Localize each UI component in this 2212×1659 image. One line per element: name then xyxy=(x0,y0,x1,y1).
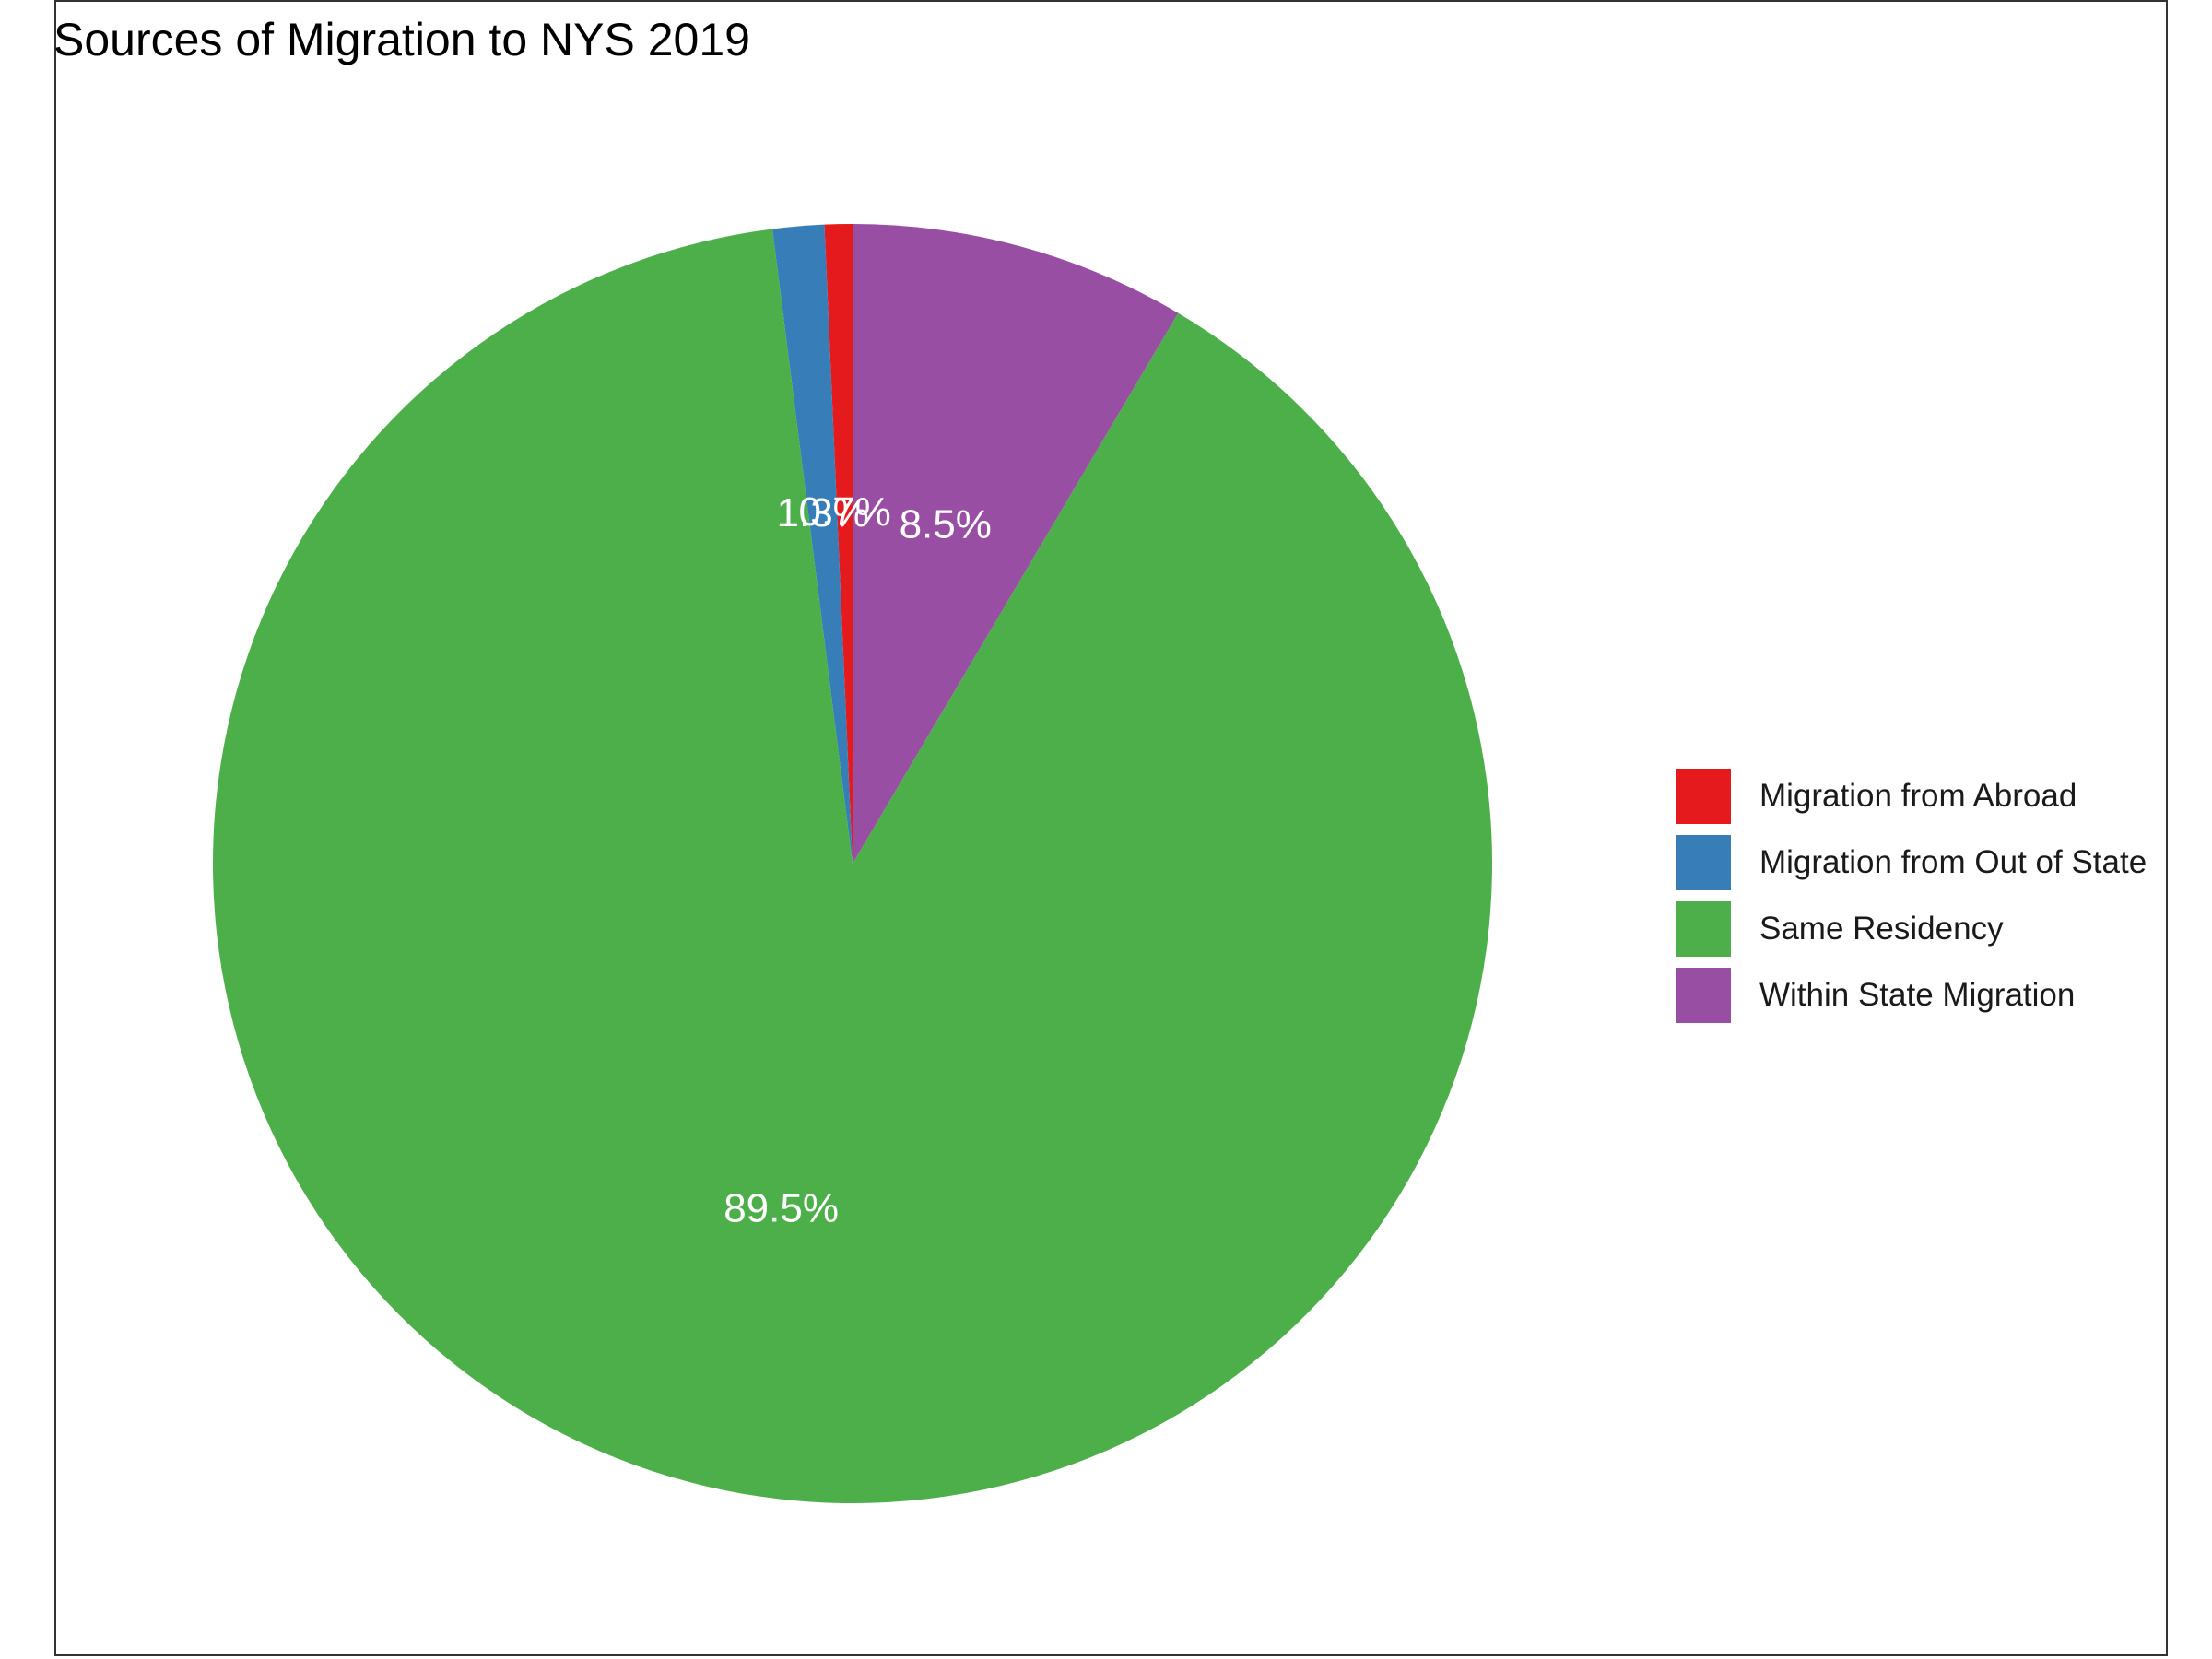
legend-swatch xyxy=(1673,832,1734,893)
legend-label: Same Residency xyxy=(1759,911,2004,947)
pie-slice-same-residency xyxy=(212,229,1493,1503)
legend-label: Migration from Abroad xyxy=(1759,778,2077,814)
chart-title: Sources of Migration to NYS 2019 xyxy=(53,14,750,65)
pie-slice-within-state-migration xyxy=(853,224,1179,864)
pie-labels: 0.7%1.3% 89.5% 8.5% xyxy=(724,489,992,1230)
pie-label: 0.7% xyxy=(798,489,890,535)
pie-label: 89.5% xyxy=(724,1185,839,1230)
pie-label: 1.3% xyxy=(777,490,869,535)
legend-swatch xyxy=(1673,965,1734,1026)
legend-swatch xyxy=(1673,899,1734,959)
legend-item-migration-from-out-of-state: Migration from Out of State xyxy=(1673,830,2147,896)
pie-label: 8.5% xyxy=(900,501,992,547)
pie-slice-migration-from-out-of-state xyxy=(772,224,853,864)
legend-swatch xyxy=(1673,766,1734,827)
pie-slice-migration-from-abroad xyxy=(824,224,853,864)
pie-slices xyxy=(212,224,1493,1503)
legend-item-same-residency: Same Residency xyxy=(1673,896,2147,962)
legend-item-migration-from-abroad: Migration from Abroad xyxy=(1673,763,2147,830)
legend: Migration from Abroad Migration from Out… xyxy=(1673,763,2147,1029)
legend-label: Migration from Out of State xyxy=(1759,844,2147,880)
legend-item-within-state-migration: Within State Migration xyxy=(1673,962,2147,1029)
legend-label: Within State Migration xyxy=(1759,977,2076,1013)
